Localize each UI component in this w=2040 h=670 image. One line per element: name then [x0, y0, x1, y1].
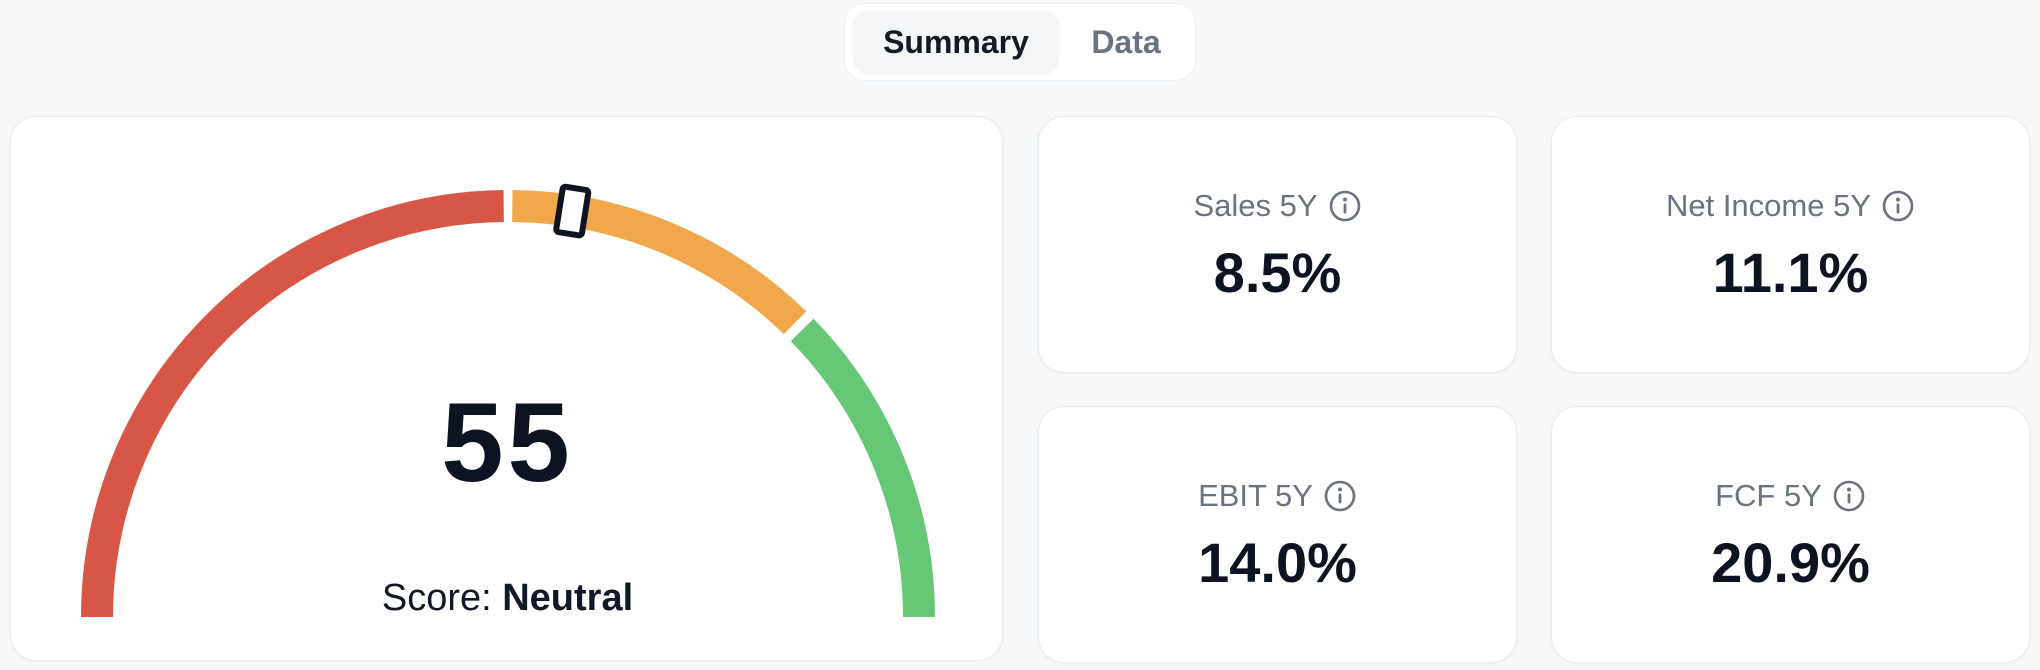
- info-icon[interactable]: [1832, 479, 1866, 513]
- metric-card-sales-5y: Sales 5Y 8.5%: [1038, 116, 1517, 373]
- metric-card-ebit-5y: EBIT 5Y 14.0%: [1038, 406, 1517, 663]
- metric-header: Net Income 5Y: [1666, 189, 1915, 223]
- gauge-needle-marker: [553, 183, 592, 239]
- gauge-arc-low: [81, 190, 504, 618]
- info-icon[interactable]: [1881, 189, 1915, 223]
- metric-value: 14.0%: [1198, 530, 1357, 594]
- metric-label: Sales 5Y: [1193, 188, 1318, 223]
- gauge-arc-high: [790, 318, 935, 618]
- view-tab-switcher: Summary Data: [844, 3, 1196, 81]
- info-icon[interactable]: [1328, 189, 1362, 223]
- metric-value: 20.9%: [1711, 530, 1870, 594]
- metric-value: 11.1%: [1712, 240, 1869, 304]
- metric-header: EBIT 5Y: [1198, 479, 1357, 513]
- tab-summary[interactable]: Summary: [853, 11, 1059, 73]
- metric-card-net-income-5y: Net Income 5Y 11.1%: [1551, 116, 2030, 373]
- score-prefix: Score:: [381, 577, 492, 619]
- metric-label: EBIT 5Y: [1198, 478, 1313, 513]
- score-label-line: Score: Neutral: [11, 579, 1004, 617]
- metric-value: 8.5%: [1213, 240, 1342, 304]
- score-gauge: [81, 183, 935, 618]
- info-icon[interactable]: [1323, 479, 1357, 513]
- metric-label: FCF 5Y: [1715, 478, 1822, 513]
- metric-header: Sales 5Y: [1193, 189, 1361, 223]
- score-value: 55: [441, 380, 574, 505]
- score-gauge-card: 55 Score: Neutral: [10, 116, 1003, 661]
- tab-data[interactable]: Data: [1091, 23, 1161, 60]
- gauge-arc-mid: [512, 190, 807, 335]
- metric-header: FCF 5Y: [1715, 479, 1866, 513]
- score-sentiment: Neutral: [502, 577, 634, 619]
- metric-card-fcf-5y: FCF 5Y 20.9%: [1551, 406, 2030, 663]
- metric-label: Net Income 5Y: [1665, 188, 1872, 223]
